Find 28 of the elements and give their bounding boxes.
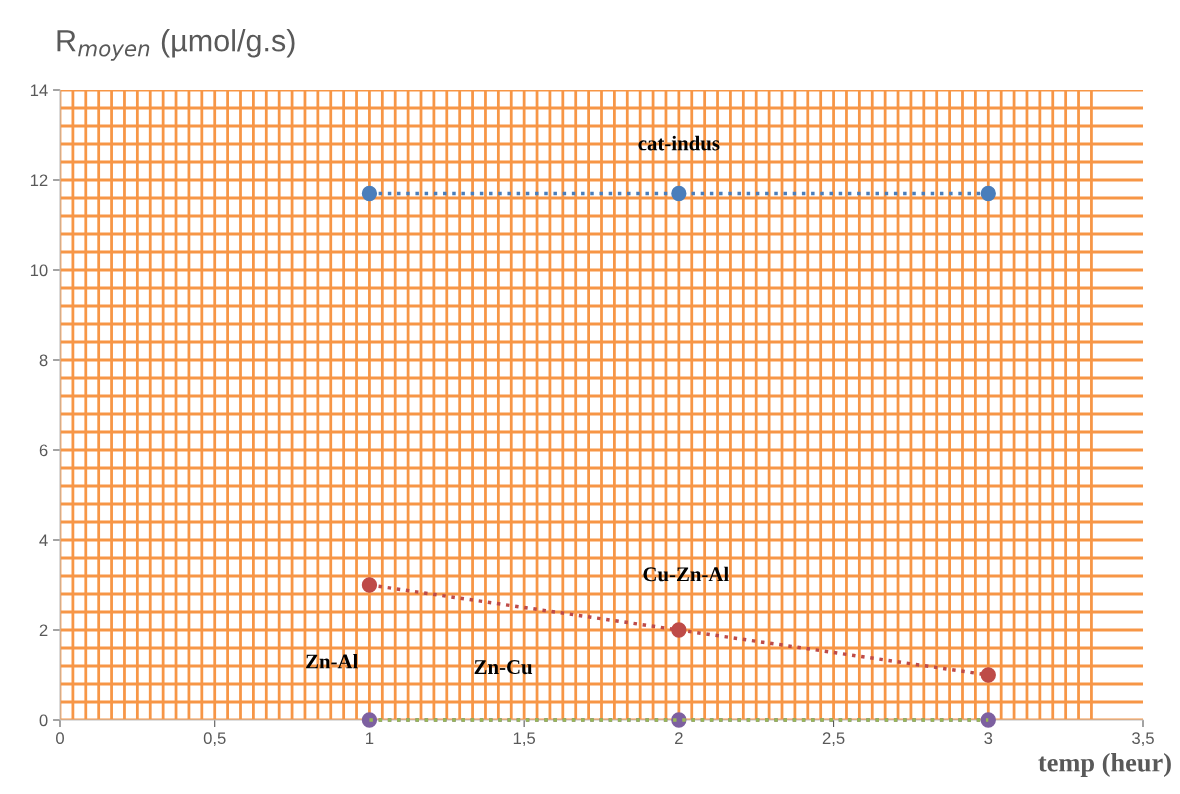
point <box>980 712 996 728</box>
x-tick-label: 2 <box>675 732 683 744</box>
x-tick-label: 0 <box>56 732 64 745</box>
x-tick-label: 0,5 <box>203 732 226 747</box>
y-tick-label: 10 <box>30 264 48 277</box>
x-axis-title: temp (heur) <box>1038 753 1171 777</box>
y-axis-title: R$_{moyen}$ (µmol/g.s) <box>57 29 295 61</box>
x-tick-label: 2,5 <box>822 732 845 747</box>
point <box>980 667 996 683</box>
text: Cu-Zn-Al <box>643 566 729 582</box>
x-tick-label: 3 <box>984 732 993 745</box>
y-tick-label: 4 <box>39 534 48 547</box>
y-tick-label: 6 <box>39 444 48 457</box>
point <box>671 622 687 638</box>
y-tick-label: 14 <box>30 84 48 97</box>
point <box>980 185 996 202</box>
text: cat-indus <box>638 135 720 151</box>
text: Zn-Cu <box>474 660 533 675</box>
x-tick-label: 1,5 <box>513 732 536 747</box>
x-tick-label: 3,5 <box>1132 732 1154 747</box>
point <box>361 185 378 202</box>
y-tick-label: 8 <box>39 354 48 367</box>
point <box>671 185 687 202</box>
y-tick-label: 0 <box>39 714 48 727</box>
y-tick-label: 2 <box>39 624 48 637</box>
point <box>361 577 378 593</box>
x-tick-label: 1 <box>366 732 374 744</box>
y-tick-label: 12 <box>30 174 48 187</box>
